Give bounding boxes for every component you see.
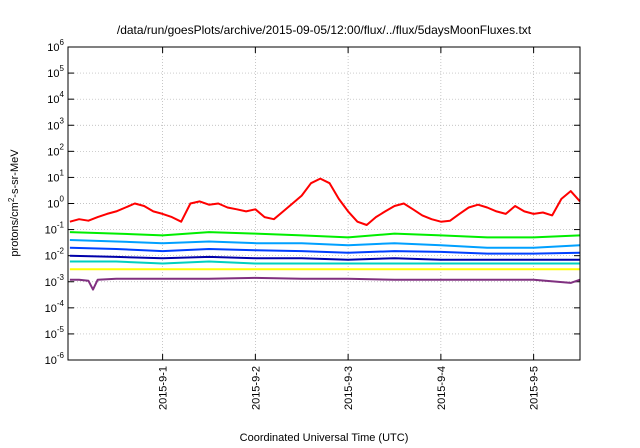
plot-frame xyxy=(67,46,581,361)
y-tick-base: 10 xyxy=(47,94,59,106)
y-tick-base: 10 xyxy=(45,225,57,237)
y-axis-label-base: protons/cm xyxy=(9,202,21,256)
y-tick-exponent: 0 xyxy=(60,195,65,204)
y-tick-label: 102 xyxy=(47,142,64,158)
series-line xyxy=(69,177,581,226)
x-axis-label: Coordinated Universal Time (UTC) xyxy=(240,432,409,444)
y-tick-exponent: 6 xyxy=(60,38,65,47)
y-tick-base: 10 xyxy=(47,120,59,132)
y-tick-exponent: -5 xyxy=(57,325,65,334)
series-line xyxy=(69,246,581,255)
y-tick-exponent: -1 xyxy=(57,221,65,230)
y-tick-label: 103 xyxy=(47,116,64,132)
y-tick-base: 10 xyxy=(45,355,57,367)
series-line xyxy=(69,239,581,249)
y-tick-base: 10 xyxy=(47,146,59,158)
series-line xyxy=(69,260,580,265)
y-tick-base: 10 xyxy=(47,42,59,54)
y-tick-label: 100 xyxy=(47,195,64,211)
y-tick-base: 10 xyxy=(45,277,57,289)
x-tick-label: 2015-9-1 xyxy=(158,366,170,410)
y-tick-base: 10 xyxy=(47,172,59,184)
y-tick-label: 10-5 xyxy=(45,325,65,341)
series-line xyxy=(69,276,581,291)
y-tick-label: 104 xyxy=(47,90,64,106)
y-tick-label: 10-4 xyxy=(45,299,65,315)
y-axis-label: protons/cm2-s-sr-MeV xyxy=(7,149,21,257)
y-tick-label: 10-1 xyxy=(45,221,65,237)
y-tick-exponent: 2 xyxy=(60,142,65,151)
y-tick-base: 10 xyxy=(47,199,59,211)
x-tick-label: 2015-9-4 xyxy=(436,366,448,410)
grid-lines xyxy=(68,46,580,361)
y-axis-label-rest: -s-sr-MeV xyxy=(9,149,21,198)
y-tick-exponent: -6 xyxy=(57,351,65,360)
y-tick-base: 10 xyxy=(47,68,59,80)
data-series xyxy=(69,177,581,291)
y-tick-exponent: -2 xyxy=(57,247,65,256)
y-tick-labels: 10-610-510-410-310-210-11001011021031041… xyxy=(45,38,65,367)
chart-title: /data/run/goesPlots/archive/2015-09-05/1… xyxy=(117,23,532,37)
y-tick-exponent: 1 xyxy=(60,168,65,177)
y-tick-exponent: 5 xyxy=(60,64,65,73)
y-tick-label: 101 xyxy=(47,168,64,184)
x-tick-label: 2015-9-2 xyxy=(250,366,262,410)
y-tick-label: 10-3 xyxy=(45,273,65,289)
y-tick-exponent: 4 xyxy=(60,90,65,99)
y-tick-base: 10 xyxy=(45,329,57,341)
series-line xyxy=(69,231,581,239)
y-tick-label: 105 xyxy=(47,64,64,80)
y-tick-exponent: 3 xyxy=(60,116,65,125)
y-tick-label: 10-6 xyxy=(45,351,65,367)
y-axis-label-sup: 2 xyxy=(7,197,16,202)
y-tick-base: 10 xyxy=(45,303,57,315)
x-tick-label: 2015-9-3 xyxy=(343,366,355,410)
x-tick-label: 2015-9-5 xyxy=(529,366,541,410)
y-tick-exponent: -4 xyxy=(57,299,65,308)
y-tick-label: 106 xyxy=(47,38,64,54)
y-tick-label: 10-2 xyxy=(45,247,65,263)
x-tick-labels: 2015-9-1 2015-9-2 2015-9-3 2015-9-4 2015-9-5 xyxy=(158,366,541,410)
y-tick-exponent: -3 xyxy=(57,273,65,282)
series-line xyxy=(69,254,580,261)
y-tick-base: 10 xyxy=(45,251,57,263)
